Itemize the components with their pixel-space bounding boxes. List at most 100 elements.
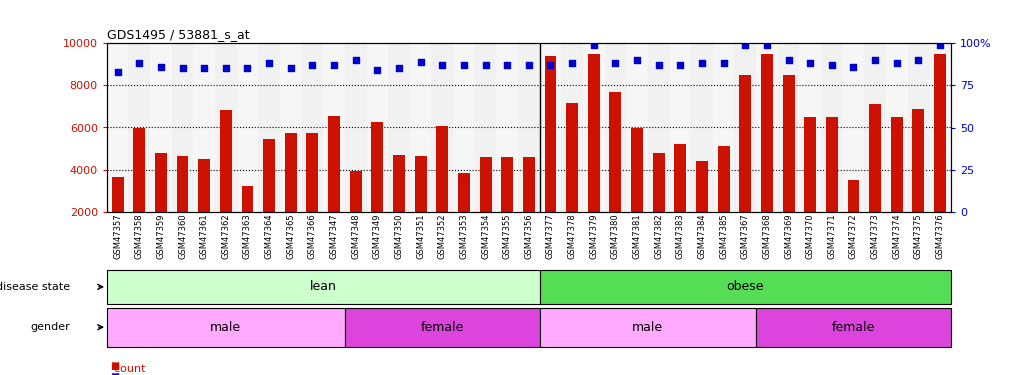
Point: [716, 60, 732, 66]
Point: [434, 62, 451, 68]
Point: [824, 62, 840, 68]
Bar: [799, 43, 821, 212]
Bar: [215, 43, 237, 212]
Text: count: count: [107, 364, 145, 374]
Bar: [155, 153, 167, 212]
Bar: [193, 43, 215, 212]
Point: [261, 60, 278, 66]
Bar: [128, 43, 151, 212]
Point: [348, 57, 364, 63]
Bar: [415, 156, 426, 212]
Text: gender: gender: [31, 322, 70, 332]
Point: [131, 60, 147, 66]
Bar: [285, 133, 297, 212]
Point: [586, 42, 602, 48]
Bar: [112, 177, 123, 212]
Bar: [583, 43, 604, 212]
Bar: [821, 43, 843, 212]
Bar: [907, 43, 930, 212]
Bar: [220, 110, 232, 212]
Bar: [323, 43, 345, 212]
Bar: [756, 43, 778, 212]
Bar: [648, 43, 669, 212]
Point: [802, 60, 819, 66]
Bar: [783, 75, 794, 212]
Point: [737, 42, 754, 48]
Point: [218, 65, 234, 71]
Bar: [886, 43, 907, 212]
Bar: [454, 43, 475, 212]
Bar: [410, 43, 431, 212]
Bar: [756, 308, 951, 347]
Bar: [734, 43, 756, 212]
Point: [651, 62, 667, 68]
Bar: [133, 128, 145, 212]
Bar: [107, 308, 345, 347]
Point: [607, 60, 623, 66]
Bar: [388, 43, 410, 212]
Bar: [241, 186, 253, 212]
Point: [369, 67, 385, 73]
Bar: [696, 161, 708, 212]
Point: [174, 65, 190, 71]
Bar: [393, 155, 405, 212]
Bar: [350, 171, 362, 212]
Bar: [172, 43, 193, 212]
Text: male: male: [211, 321, 241, 334]
Text: disease state: disease state: [0, 282, 70, 292]
Bar: [306, 133, 318, 212]
Point: [845, 64, 861, 70]
Bar: [930, 43, 951, 212]
Bar: [912, 108, 924, 212]
Bar: [718, 147, 729, 212]
Bar: [669, 43, 692, 212]
Text: GDS1495 / 53881_s_at: GDS1495 / 53881_s_at: [107, 28, 249, 40]
Bar: [458, 173, 470, 212]
Text: female: female: [832, 321, 876, 334]
Text: male: male: [633, 321, 663, 334]
Point: [672, 62, 689, 68]
Point: [239, 65, 255, 71]
Point: [456, 62, 472, 68]
Bar: [935, 54, 946, 212]
Point: [153, 64, 169, 70]
Point: [868, 57, 884, 63]
Point: [110, 69, 126, 75]
Bar: [674, 144, 686, 212]
Bar: [540, 43, 561, 212]
Bar: [302, 43, 323, 212]
Point: [759, 42, 775, 48]
Bar: [761, 54, 773, 212]
Point: [694, 60, 710, 66]
Bar: [588, 54, 600, 212]
Bar: [345, 43, 366, 212]
Text: female: female: [421, 321, 464, 334]
Point: [932, 42, 948, 48]
Bar: [804, 117, 817, 212]
Point: [413, 58, 429, 64]
Point: [629, 57, 645, 63]
Point: [477, 62, 493, 68]
Bar: [870, 104, 881, 212]
Bar: [501, 157, 514, 212]
Bar: [609, 92, 621, 212]
Point: [283, 65, 299, 71]
Bar: [436, 126, 448, 212]
Bar: [107, 270, 540, 304]
Bar: [540, 270, 951, 304]
Bar: [518, 43, 540, 212]
Point: [910, 57, 926, 63]
Bar: [371, 122, 383, 212]
Bar: [475, 43, 496, 212]
Bar: [626, 43, 648, 212]
Bar: [540, 308, 756, 347]
Point: [304, 62, 320, 68]
Bar: [713, 43, 734, 212]
Bar: [847, 180, 859, 212]
Bar: [826, 117, 838, 212]
Bar: [107, 43, 128, 212]
Bar: [843, 43, 864, 212]
Bar: [653, 153, 665, 212]
Bar: [891, 117, 903, 212]
Point: [564, 60, 581, 66]
